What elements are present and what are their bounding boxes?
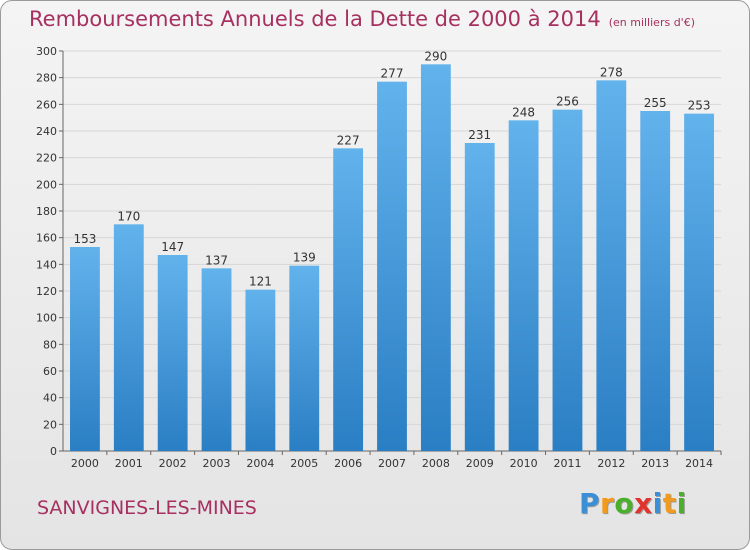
y-tick-label: 100 <box>36 312 57 325</box>
y-tick-label: 300 <box>36 45 57 58</box>
chart-subtitle: (en milliers d'€) <box>608 16 695 29</box>
x-tick-label: 2013 <box>641 457 669 470</box>
value-label: 153 <box>73 232 96 246</box>
x-tick-label: 2004 <box>246 457 274 470</box>
y-tick-label: 60 <box>43 365 57 378</box>
x-tick-label: 2010 <box>510 457 538 470</box>
bar-2010 <box>508 120 539 451</box>
y-tick-label: 140 <box>36 258 57 271</box>
x-tick-label: 2005 <box>290 457 318 470</box>
y-tick-label: 220 <box>36 152 57 165</box>
x-tick-label: 2001 <box>115 457 143 470</box>
value-label: 121 <box>249 275 272 289</box>
value-label: 278 <box>600 65 623 79</box>
value-label: 137 <box>205 253 228 267</box>
logo-letter: t <box>662 487 677 520</box>
bar-2000 <box>70 247 100 451</box>
y-tick-label: 280 <box>36 72 57 85</box>
x-tick-label: 2014 <box>685 457 713 470</box>
bar-2008 <box>420 64 451 452</box>
x-tick-label: 2006 <box>334 457 362 470</box>
y-tick-label: 200 <box>36 178 57 191</box>
y-tick-label: 0 <box>50 445 57 458</box>
logo-letter: i <box>652 487 663 520</box>
bar-2005 <box>289 265 320 451</box>
y-tick-label: 260 <box>36 98 57 111</box>
bar-2004 <box>245 289 276 451</box>
y-tick-label: 40 <box>43 392 57 405</box>
value-label: 256 <box>556 95 579 109</box>
bar-2012 <box>596 80 627 451</box>
y-tick-label: 80 <box>43 338 57 351</box>
bar-2014 <box>684 113 714 452</box>
x-tick-label: 2000 <box>71 457 99 470</box>
chart-title: Remboursements Annuels de la Dette de 20… <box>29 7 695 31</box>
logo-letter: o <box>614 487 635 520</box>
x-tick-label: 2009 <box>466 457 494 470</box>
x-tick-label: 2012 <box>597 457 625 470</box>
bar-2006 <box>333 148 364 452</box>
labels: 153 2000 170 2001 147 2002 137 2003 121 2004 139 20… <box>71 49 713 470</box>
city-name: SANVIGNES-LES-MINES <box>37 497 257 519</box>
logo-letter: x <box>634 487 653 520</box>
value-label: 290 <box>424 49 447 63</box>
bar-2007 <box>377 81 407 452</box>
value-label: 139 <box>293 251 316 265</box>
y-tick-label: 20 <box>43 418 57 431</box>
value-label: 231 <box>468 128 491 142</box>
bar-2013 <box>640 111 671 451</box>
value-label: 170 <box>117 209 140 223</box>
proxiti-logo: Proxiti <box>579 487 687 520</box>
x-tick-label: 2011 <box>553 457 581 470</box>
value-label: 147 <box>161 240 184 254</box>
x-tick-label: 2002 <box>159 457 187 470</box>
logo-letter: P <box>579 487 601 520</box>
logo-letter: r <box>600 487 615 520</box>
value-label: 255 <box>644 96 667 110</box>
bar-2009 <box>464 143 495 451</box>
x-tick-label: 2007 <box>378 457 406 470</box>
chart-title-text: Remboursements Annuels de la Dette de 20… <box>29 7 601 31</box>
value-label: 227 <box>337 133 360 147</box>
bars <box>70 64 714 452</box>
value-label: 248 <box>512 105 535 119</box>
y-tick-label: 240 <box>36 125 57 138</box>
bar-2011 <box>552 109 583 452</box>
x-tick-label: 2008 <box>422 457 450 470</box>
bar-2003 <box>201 268 232 451</box>
y-tick-label: 120 <box>36 285 57 298</box>
logo-letter: i <box>676 487 687 520</box>
bar-2002 <box>157 255 188 451</box>
y-tick-label: 160 <box>36 232 57 245</box>
y-tick-label: 180 <box>36 205 57 218</box>
value-label: 253 <box>688 99 711 113</box>
x-tick-label: 2003 <box>203 457 231 470</box>
value-label: 277 <box>381 67 404 81</box>
bar-2001 <box>113 224 144 451</box>
